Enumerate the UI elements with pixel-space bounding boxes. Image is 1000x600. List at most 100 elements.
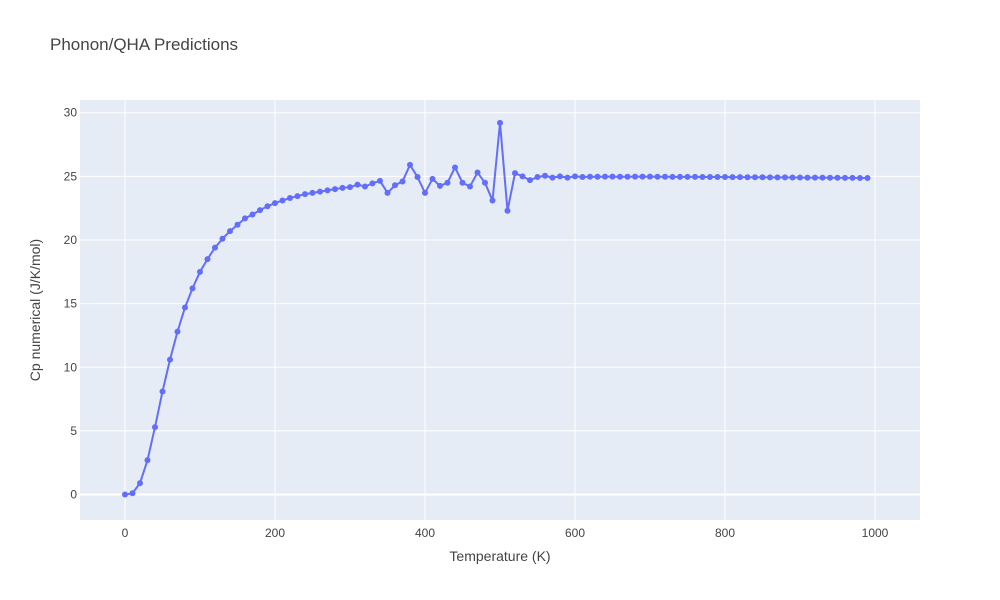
data-point[interactable]: [774, 174, 781, 181]
data-point[interactable]: [797, 174, 803, 181]
data-point[interactable]: [444, 179, 451, 186]
data-point[interactable]: [347, 184, 353, 191]
data-point[interactable]: [737, 174, 743, 181]
data-point[interactable]: [339, 184, 346, 191]
data-point[interactable]: [377, 177, 383, 184]
data-point[interactable]: [437, 182, 443, 189]
data-point[interactable]: [159, 388, 166, 395]
data-point[interactable]: [204, 256, 211, 263]
data-point[interactable]: [234, 221, 241, 228]
data-point[interactable]: [309, 189, 316, 196]
data-point[interactable]: [369, 180, 376, 187]
data-point[interactable]: [752, 174, 758, 181]
data-point[interactable]: [219, 235, 226, 242]
data-point[interactable]: [677, 173, 683, 180]
data-point[interactable]: [804, 174, 811, 181]
data-point[interactable]: [609, 173, 616, 180]
data-point[interactable]: [392, 182, 398, 189]
data-point[interactable]: [212, 244, 218, 251]
data-point[interactable]: [549, 174, 556, 181]
data-point[interactable]: [249, 211, 256, 218]
data-point[interactable]: [684, 173, 691, 180]
data-point[interactable]: [564, 174, 571, 181]
data-point[interactable]: [669, 173, 676, 180]
data-point[interactable]: [294, 193, 301, 200]
data-point[interactable]: [242, 215, 248, 222]
data-point[interactable]: [144, 457, 151, 464]
data-point[interactable]: [174, 328, 181, 335]
data-point[interactable]: [602, 173, 608, 180]
data-point[interactable]: [227, 228, 233, 235]
data-point[interactable]: [354, 181, 361, 188]
data-point[interactable]: [272, 200, 278, 207]
data-point[interactable]: [639, 173, 646, 180]
data-point[interactable]: [842, 174, 848, 181]
data-point[interactable]: [332, 186, 338, 193]
data-point[interactable]: [707, 174, 713, 180]
data-point[interactable]: [699, 174, 706, 180]
data-point[interactable]: [834, 174, 841, 181]
data-point[interactable]: [302, 191, 308, 198]
data-point[interactable]: [324, 187, 331, 194]
data-point[interactable]: [759, 174, 766, 181]
data-point[interactable]: [572, 173, 578, 180]
data-point[interactable]: [512, 170, 518, 177]
data-point[interactable]: [459, 179, 466, 186]
data-point[interactable]: [467, 183, 473, 190]
data-point[interactable]: [129, 490, 136, 497]
data-point[interactable]: [362, 183, 368, 190]
data-point[interactable]: [594, 173, 601, 180]
data-point[interactable]: [729, 174, 736, 181]
data-point[interactable]: [182, 304, 188, 311]
data-point[interactable]: [497, 119, 503, 126]
data-point[interactable]: [137, 480, 143, 487]
data-point[interactable]: [849, 174, 856, 181]
data-point[interactable]: [782, 174, 788, 181]
data-point[interactable]: [692, 173, 698, 180]
data-point[interactable]: [579, 174, 586, 180]
data-point[interactable]: [264, 203, 271, 210]
data-point[interactable]: [482, 179, 488, 186]
data-point[interactable]: [864, 175, 871, 182]
data-point[interactable]: [407, 161, 413, 168]
data-point[interactable]: [152, 424, 158, 431]
data-point[interactable]: [587, 173, 593, 180]
data-point[interactable]: [474, 169, 481, 176]
data-point[interactable]: [624, 173, 631, 180]
data-point[interactable]: [534, 174, 541, 180]
data-point[interactable]: [414, 174, 421, 180]
data-point[interactable]: [647, 173, 653, 180]
data-point[interactable]: [767, 174, 773, 181]
data-point[interactable]: [452, 164, 458, 171]
data-point[interactable]: [527, 177, 533, 184]
data-point[interactable]: [167, 356, 173, 363]
data-point[interactable]: [504, 207, 511, 214]
data-point[interactable]: [399, 178, 406, 185]
data-point[interactable]: [519, 173, 526, 180]
data-point[interactable]: [812, 174, 818, 181]
data-point[interactable]: [429, 175, 436, 182]
data-point[interactable]: [542, 172, 548, 179]
data-point[interactable]: [279, 197, 286, 204]
data-point[interactable]: [384, 189, 391, 196]
data-point[interactable]: [422, 189, 428, 196]
data-point[interactable]: [789, 174, 796, 181]
data-point[interactable]: [632, 173, 638, 180]
data-point[interactable]: [189, 285, 196, 292]
data-point[interactable]: [819, 174, 826, 181]
data-point[interactable]: [744, 174, 751, 181]
data-point[interactable]: [122, 491, 128, 498]
data-point[interactable]: [827, 174, 833, 181]
data-point[interactable]: [617, 173, 623, 180]
data-point[interactable]: [287, 195, 293, 201]
data-point[interactable]: [197, 268, 203, 275]
data-point[interactable]: [654, 173, 661, 180]
data-point[interactable]: [489, 197, 496, 204]
data-point[interactable]: [722, 174, 728, 180]
data-point[interactable]: [317, 188, 323, 195]
data-point[interactable]: [857, 175, 863, 182]
data-point[interactable]: [257, 207, 263, 214]
data-point[interactable]: [714, 174, 721, 180]
data-point[interactable]: [557, 173, 563, 180]
data-point[interactable]: [662, 173, 668, 180]
